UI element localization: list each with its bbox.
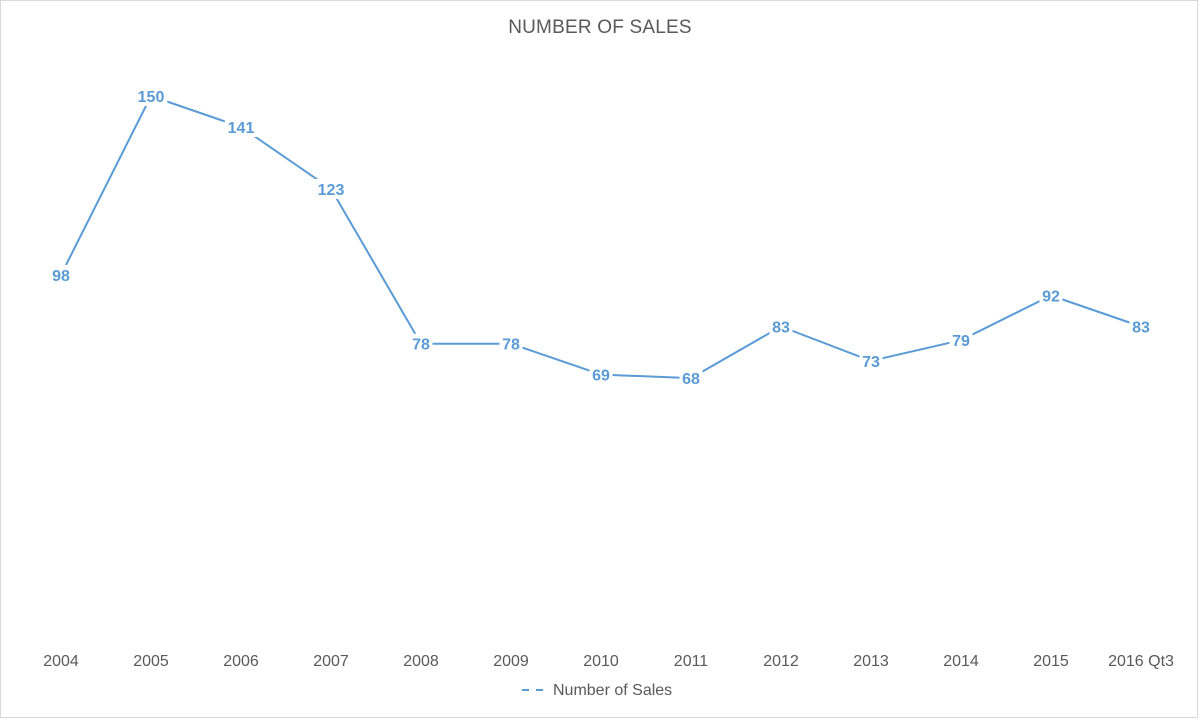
- legend-label-number-of-sales: Number of Sales: [553, 682, 672, 699]
- x-tick-label: 2005: [133, 653, 169, 670]
- data-label-background: [134, 86, 168, 106]
- x-tick-label: 2011: [674, 653, 709, 670]
- data-label-background: [409, 333, 433, 354]
- legend: Number of Sales: [522, 682, 672, 699]
- data-label: 73: [862, 354, 880, 371]
- series-layer: [60, 95, 1142, 380]
- data-label-background: [589, 364, 613, 385]
- x-tick-label: 2012: [763, 653, 799, 670]
- x-tick-label: 2015: [1033, 653, 1069, 670]
- data-label: 150: [138, 89, 165, 106]
- data-label: 83: [1132, 320, 1150, 337]
- data-label-background: [1129, 316, 1153, 337]
- x-tick-label: 2007: [313, 653, 349, 670]
- data-label-background: [314, 178, 348, 199]
- data-label: 92: [1042, 289, 1060, 306]
- data-labels: 98 150 141 123 78 78 69 68 83 73 79 92 83: [49, 86, 1153, 389]
- data-label-background: [679, 368, 703, 389]
- data-label: 69: [592, 368, 610, 385]
- data-label: 98: [52, 268, 70, 285]
- data-label: 123: [318, 182, 345, 199]
- data-label: 83: [772, 320, 790, 337]
- data-label-background: [1039, 285, 1063, 306]
- x-tick-label: 2008: [403, 653, 439, 670]
- data-label: 78: [502, 337, 520, 354]
- data-label-background: [769, 316, 793, 337]
- x-tick-label: 2010: [583, 653, 619, 670]
- x-tick-label: 2004: [43, 653, 79, 670]
- data-label: 68: [682, 371, 700, 388]
- chart-title: NUMBER OF SALES: [508, 17, 692, 38]
- data-label-background: [499, 333, 523, 354]
- data-label: 141: [228, 120, 255, 137]
- data-label-background: [859, 350, 883, 371]
- data-label: 78: [412, 337, 430, 354]
- data-label-background: [224, 117, 258, 137]
- data-label: 79: [952, 333, 970, 350]
- x-tick-label: 2013: [853, 653, 889, 670]
- data-label-background: [949, 330, 973, 351]
- series-line-number-of-sales: [60, 95, 1142, 380]
- x-tick-label: 2014: [943, 653, 979, 670]
- x-tick-label: 2009: [493, 653, 529, 670]
- x-tick-label: 2006: [223, 653, 259, 670]
- data-label-background: [49, 264, 73, 285]
- x-axis: 2004 2005 2006 2007 2008 2009 2010 2011 2012 2013…: [43, 653, 1174, 670]
- x-tick-label: 2016 Qt3: [1108, 653, 1174, 670]
